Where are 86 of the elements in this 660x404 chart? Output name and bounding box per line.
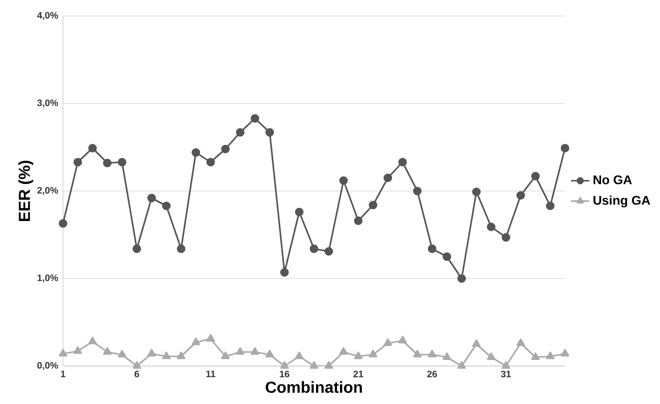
point xyxy=(236,128,244,137)
point xyxy=(294,352,304,360)
point xyxy=(310,244,318,254)
y-tick-label: 4,0% xyxy=(37,12,58,20)
point xyxy=(162,202,171,210)
point xyxy=(206,158,215,166)
y-tick-label: 2,0% xyxy=(37,187,58,195)
point xyxy=(368,350,378,358)
point xyxy=(384,338,392,346)
point xyxy=(103,347,112,355)
point xyxy=(486,352,496,360)
y-tick-label: 3,0% xyxy=(37,100,58,108)
point xyxy=(206,334,215,342)
point xyxy=(560,144,570,152)
point xyxy=(132,244,142,254)
x-tick-label: 16 xyxy=(280,370,290,378)
point xyxy=(428,350,436,358)
point xyxy=(103,158,112,168)
x-tick-label: 1 xyxy=(60,370,66,378)
point xyxy=(118,350,126,358)
point xyxy=(368,200,378,210)
point xyxy=(147,348,156,357)
point xyxy=(413,350,422,358)
point xyxy=(74,346,82,354)
point xyxy=(354,352,363,360)
point xyxy=(516,191,525,200)
x-tick-label: 31 xyxy=(500,370,511,378)
point xyxy=(398,158,407,166)
y-axis-title: EER (%) xyxy=(18,160,34,222)
point xyxy=(176,244,186,254)
point xyxy=(250,114,260,123)
point xyxy=(339,176,348,185)
point xyxy=(516,338,525,346)
point xyxy=(502,233,510,242)
point xyxy=(74,158,82,166)
point xyxy=(192,148,200,157)
point xyxy=(457,361,466,369)
x-tick-label: 26 xyxy=(427,370,437,378)
point xyxy=(265,350,274,358)
point xyxy=(457,274,466,283)
point xyxy=(413,186,422,196)
point xyxy=(486,222,496,232)
point xyxy=(310,361,318,369)
point xyxy=(442,352,452,360)
point xyxy=(531,352,540,360)
point xyxy=(58,219,68,228)
y-tick-label: 1,0% xyxy=(38,274,58,282)
point xyxy=(324,247,334,256)
point xyxy=(265,128,274,137)
x-tick-label: 6 xyxy=(134,370,140,378)
point xyxy=(147,194,156,202)
legend-label: Using GA xyxy=(594,195,650,208)
point xyxy=(472,339,481,347)
point xyxy=(250,347,260,355)
y-tick-label: 0,0% xyxy=(37,362,58,370)
point xyxy=(280,361,289,369)
point xyxy=(324,361,334,369)
x-tick-label: 21 xyxy=(353,370,364,378)
point xyxy=(384,174,392,182)
point xyxy=(546,352,555,360)
point xyxy=(88,144,97,152)
point xyxy=(280,268,289,277)
point xyxy=(560,348,570,357)
point xyxy=(118,158,126,166)
x-tick-label: 11 xyxy=(206,370,216,378)
point xyxy=(502,361,510,369)
point xyxy=(339,347,348,355)
point xyxy=(88,336,97,344)
point xyxy=(236,347,244,355)
point xyxy=(546,202,555,210)
point xyxy=(398,336,407,344)
point xyxy=(162,352,171,360)
point xyxy=(294,208,304,216)
point xyxy=(132,361,142,369)
x-axis-title: Combination xyxy=(266,381,362,393)
point xyxy=(221,144,230,154)
point xyxy=(472,188,481,196)
point xyxy=(58,348,68,357)
point xyxy=(176,352,186,360)
point xyxy=(428,244,436,254)
point xyxy=(192,338,200,346)
legend-label: No GA xyxy=(594,175,632,184)
point xyxy=(531,172,540,180)
point xyxy=(221,352,230,360)
point xyxy=(442,252,452,261)
point xyxy=(354,216,363,226)
